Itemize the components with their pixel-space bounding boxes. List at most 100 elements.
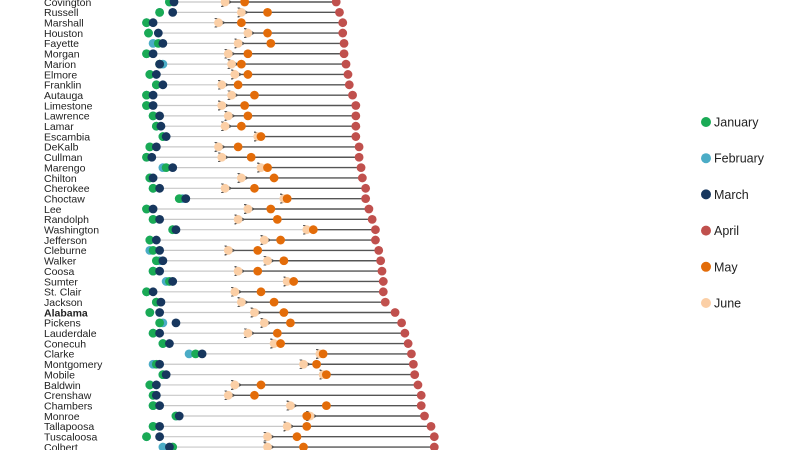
- june-dot: [230, 380, 240, 390]
- county-label: Lee: [44, 204, 62, 216]
- county-label: Franklin: [44, 80, 82, 92]
- county-label: Mobile: [44, 369, 75, 381]
- january-dot: [151, 256, 161, 266]
- may-dot: [236, 59, 246, 69]
- county-label: Limestone: [44, 100, 93, 112]
- legend-item-april: April: [701, 224, 739, 238]
- legend-swatch: [701, 189, 711, 200]
- chart-legend: January February March April May June: [701, 116, 765, 311]
- june-dot: [250, 308, 259, 317]
- april-dot: [344, 80, 354, 90]
- june-dot: [286, 401, 295, 411]
- april-dot: [351, 101, 361, 110]
- row-jackson: Jackson: [44, 297, 390, 309]
- may-dot: [250, 390, 259, 400]
- march-dot: [155, 214, 165, 224]
- row-cullman: Cullman: [44, 152, 364, 164]
- march-dot: [168, 163, 178, 173]
- april-dot: [354, 152, 364, 162]
- legend-item-march: March: [701, 188, 749, 202]
- june-dot: [230, 70, 240, 79]
- legend-item-february: February: [701, 152, 765, 166]
- january-dot: [148, 214, 158, 224]
- june-dot: [220, 183, 230, 193]
- county-label: Houston: [44, 28, 83, 40]
- county-label: Randolph: [44, 214, 89, 226]
- january-dot: [145, 235, 155, 245]
- january-dot: [155, 318, 165, 328]
- april-dot: [429, 442, 439, 450]
- legend-swatch: [701, 117, 711, 127]
- march-dot: [148, 90, 158, 100]
- june-dot: [217, 80, 227, 90]
- april-dot: [410, 370, 420, 379]
- january-dot: [142, 432, 151, 442]
- may-dot: [272, 328, 282, 338]
- april-dot: [397, 318, 406, 328]
- june-dot: [236, 173, 246, 183]
- county-label: Monroe: [44, 411, 80, 423]
- row-covington: Covington: [44, 0, 341, 9]
- june-dot: [233, 214, 243, 224]
- county-label: Colbert: [44, 442, 78, 450]
- may-dot: [292, 432, 302, 442]
- june-dot: [223, 111, 233, 121]
- march-dot: [155, 421, 165, 431]
- february-dot: [158, 442, 168, 450]
- row-lauderdale: Lauderdale: [44, 328, 410, 340]
- march-dot: [158, 80, 168, 90]
- row-alabama: Alabama: [44, 307, 400, 319]
- county-label: Morgan: [44, 49, 80, 61]
- march-dot: [165, 442, 174, 450]
- may-dot: [318, 349, 328, 359]
- row-marshall: Marshall: [44, 18, 348, 30]
- january-dot: [142, 49, 151, 59]
- january-dot: [155, 7, 165, 17]
- june-dot: [220, 0, 230, 7]
- march-dot: [174, 411, 184, 421]
- may-dot: [256, 380, 266, 390]
- march-dot: [151, 70, 161, 79]
- march-dot: [155, 359, 165, 369]
- county-label: Tuscaloosa: [44, 432, 97, 444]
- row-baldwin: Baldwin: [44, 380, 423, 392]
- june-dot: [263, 256, 272, 266]
- county-label: Lamar: [44, 121, 74, 133]
- legend-label: March: [714, 188, 749, 202]
- march-dot: [155, 308, 165, 317]
- january-dot: [148, 328, 158, 338]
- june-dot: [230, 287, 240, 297]
- april-dot: [351, 121, 361, 131]
- legend-swatch: [701, 298, 711, 308]
- january-dot: [148, 421, 158, 431]
- june-dot: [233, 39, 243, 48]
- may-dot: [240, 0, 250, 7]
- county-label: Pickens: [44, 318, 81, 330]
- county-label: Walker: [44, 256, 77, 268]
- march-dot: [168, 7, 178, 17]
- june-dot: [256, 163, 266, 173]
- may-dot: [263, 163, 272, 173]
- legend-swatch: [701, 261, 711, 272]
- row-escambia: Escambia: [44, 131, 361, 143]
- june-dot: [299, 359, 308, 369]
- county-label: Cullman: [44, 152, 83, 164]
- county-label: Escambia: [44, 131, 90, 143]
- april-dot: [371, 225, 380, 235]
- june-dot: [223, 246, 233, 255]
- may-dot: [240, 101, 250, 110]
- january-dot: [142, 101, 151, 110]
- row-russell: Russell: [44, 7, 344, 19]
- may-dot: [243, 111, 253, 121]
- april-dot: [348, 90, 357, 100]
- march-dot: [169, 0, 179, 7]
- county-label: Sumter: [44, 276, 78, 288]
- january-dot: [145, 142, 155, 152]
- june-dot: [227, 90, 236, 100]
- legend-swatch: [701, 225, 711, 236]
- may-dot: [253, 246, 263, 255]
- county-label: Jackson: [44, 297, 83, 309]
- may-dot: [236, 121, 246, 131]
- march-dot: [155, 328, 165, 338]
- county-label: Marshall: [44, 18, 84, 30]
